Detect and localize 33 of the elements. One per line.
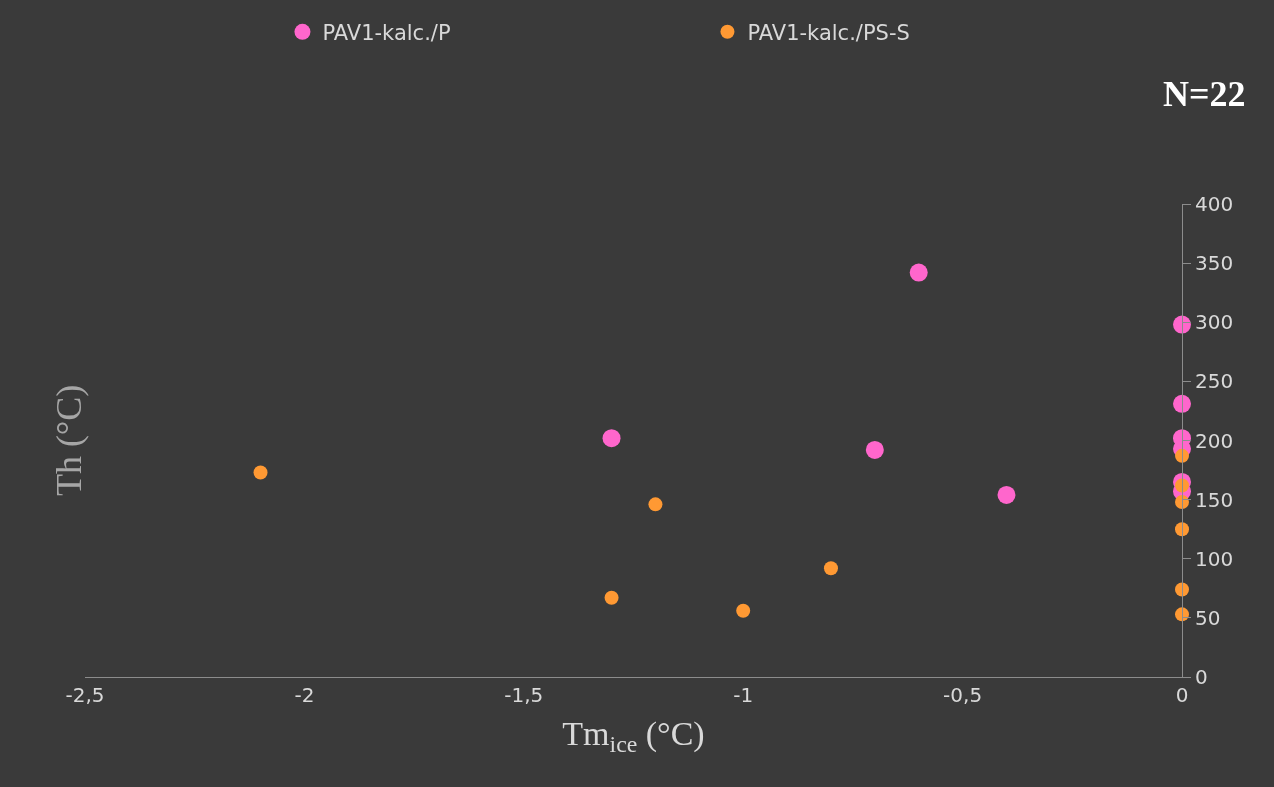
- point: [1175, 448, 1189, 463]
- point: [1175, 478, 1189, 493]
- point: [253, 465, 268, 480]
- point: [865, 440, 884, 459]
- y-tick-label: 200: [1195, 428, 1234, 453]
- point: [1175, 522, 1189, 537]
- x-tick-label: -1,5: [504, 683, 544, 707]
- point: [604, 590, 619, 605]
- y-tick-label: 300: [1195, 310, 1234, 335]
- point: [1173, 394, 1191, 413]
- point: [648, 497, 663, 512]
- x-tick-label: -0,5: [943, 683, 983, 707]
- x-tick-label: -2: [294, 683, 315, 707]
- legend-label: PAV1-kalc./P: [322, 20, 451, 45]
- y-tick-label: 100: [1195, 546, 1234, 571]
- point: [602, 429, 621, 448]
- y-tick-label: 350: [1195, 251, 1234, 276]
- x-tick-label: 0: [1175, 683, 1189, 707]
- y-tick-label: 250: [1195, 369, 1234, 394]
- point: [997, 485, 1016, 504]
- x-tick-label: -1: [733, 683, 754, 707]
- point: [823, 561, 838, 576]
- y-axis-title: Th (°C): [49, 384, 90, 497]
- point: [909, 263, 928, 282]
- y-tick-label: 400: [1195, 192, 1234, 216]
- y-tick-label: 150: [1195, 487, 1234, 512]
- y-tick-label: 50: [1195, 605, 1221, 630]
- point: [736, 603, 751, 618]
- y-tick-label: 0: [1195, 665, 1208, 689]
- x-axis-title: Tm$_{ice}$ (°C): [562, 715, 705, 758]
- text: N=22: [1163, 74, 1246, 114]
- legend-label: PAV1-kalc./PS-S: [747, 20, 910, 45]
- x-tick-label: -2,5: [65, 683, 105, 707]
